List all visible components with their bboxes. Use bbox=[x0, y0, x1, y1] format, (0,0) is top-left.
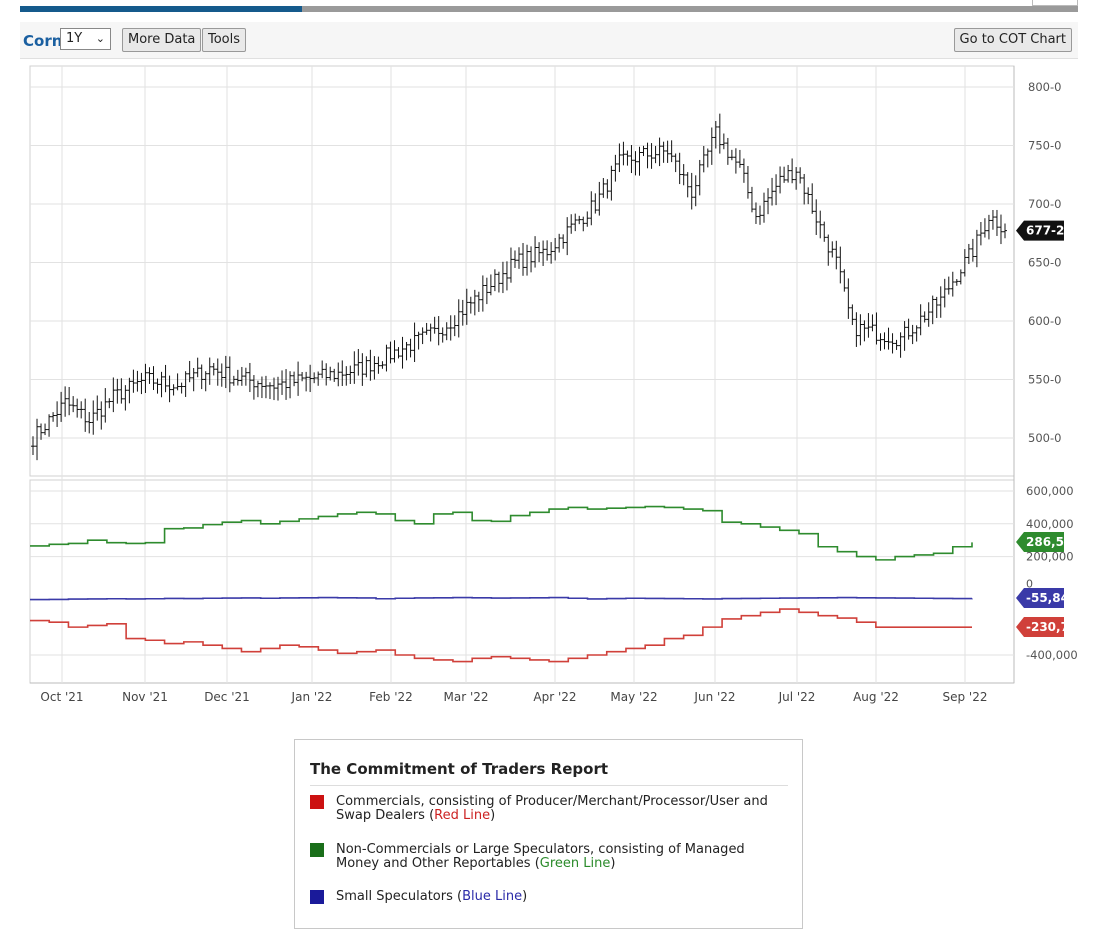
legend-highlight: Green Line bbox=[539, 856, 611, 871]
cot-badge-text: 286,547 bbox=[1026, 535, 1081, 549]
legend-highlight: Blue Line bbox=[462, 889, 523, 904]
period-value: 1Y bbox=[66, 31, 83, 46]
x-tick-label: Oct '21 bbox=[40, 690, 83, 704]
legend-highlight: Red Line bbox=[434, 808, 491, 823]
legend-swatch-red bbox=[310, 795, 324, 809]
price-y-tick-label: 800-0 bbox=[1028, 80, 1061, 94]
price-and-cot-chart[interactable]: Oct '21 Nov '21 Dec '21 Jan '22 Feb '22 Mar '… bbox=[0, 0, 1102, 712]
cot-series-line bbox=[30, 596, 973, 601]
legend-title: The Commitment of Traders Report bbox=[310, 760, 609, 778]
cot-y-tick-label: -400,000 bbox=[1026, 648, 1078, 662]
cot-badge-shape bbox=[1016, 532, 1064, 552]
price-panel-frame bbox=[29, 65, 1015, 477]
last-price-badge: 677-2 bbox=[1016, 220, 1064, 241]
x-tick-label: Nov '21 bbox=[122, 690, 168, 704]
cot-y-tick-label: 200,000 bbox=[1026, 550, 1074, 564]
legend-text: Non-Commercials or Large Speculators, co… bbox=[336, 842, 745, 871]
price-y-tick-label: 600-0 bbox=[1028, 314, 1061, 328]
price-y-tick-label: 500-0 bbox=[1028, 431, 1061, 445]
tools-button[interactable]: Tools bbox=[202, 28, 247, 52]
last-price-badge-shape bbox=[1016, 220, 1064, 241]
cot-y-tick-label: 400,000 bbox=[1026, 517, 1074, 531]
more-data-button[interactable]: More Data bbox=[122, 28, 202, 52]
cot-badge-shape bbox=[1016, 588, 1064, 608]
x-tick-label: Jun '22 bbox=[693, 690, 735, 704]
price-y-tick-label: 550-0 bbox=[1028, 373, 1061, 387]
legend-text: Commercials, consisting of Producer/Merc… bbox=[336, 794, 768, 823]
legend-swatch-green bbox=[310, 843, 324, 857]
page-progress-fill bbox=[20, 6, 303, 12]
cot-legend: The Commitment of Traders Report Commerc… bbox=[294, 739, 803, 929]
legend-swatch-blue bbox=[310, 890, 324, 904]
price-y-tick-label: 650-0 bbox=[1028, 256, 1061, 270]
cot-panel-frame bbox=[29, 479, 1015, 684]
cot-badge-text: -55,845 bbox=[1026, 591, 1077, 605]
cot-zero-label: 0 bbox=[1026, 577, 1033, 590]
x-tick-label: Mar '22 bbox=[443, 690, 488, 704]
cot-badge: -230,702 bbox=[1016, 617, 1086, 637]
cot-chart-button[interactable]: Go to COT Chart bbox=[953, 28, 1072, 52]
cot-badge: -55,845 bbox=[1016, 588, 1077, 608]
x-tick-label: May '22 bbox=[610, 690, 657, 704]
price-y-tick-label: 750-0 bbox=[1028, 139, 1061, 153]
cot-badge: 286,547 bbox=[1016, 532, 1081, 552]
price-y-tick-label: 700-0 bbox=[1028, 197, 1061, 211]
last-price-badge-text: 677-2 bbox=[1026, 224, 1064, 238]
period-select[interactable]: 1Y ⌄ bbox=[60, 28, 111, 50]
price-bars bbox=[31, 113, 1007, 461]
chart-toolbar: Corn 1Y ⌄ More Data Tools Go to COT Char… bbox=[20, 22, 1078, 59]
cot-y-tick-label: 600,000 bbox=[1026, 484, 1074, 498]
x-tick-label: Jul '22 bbox=[778, 690, 816, 704]
chevron-down-icon: ⌄ bbox=[95, 32, 105, 45]
x-tick-label: Jan '22 bbox=[291, 690, 333, 704]
cot-series-line bbox=[30, 608, 972, 663]
x-tick-label: Aug '22 bbox=[853, 690, 899, 704]
x-tick-label: Dec '21 bbox=[204, 690, 250, 704]
x-tick-label: Feb '22 bbox=[369, 690, 413, 704]
cot-series-line bbox=[30, 505, 973, 561]
cot-badge-text: -230,702 bbox=[1026, 620, 1086, 634]
legend-text: Small Speculators ( bbox=[336, 889, 463, 904]
cot-badge-shape bbox=[1016, 617, 1064, 637]
page-progress-bar bbox=[20, 6, 1078, 12]
x-tick-label: Sep '22 bbox=[943, 690, 988, 704]
symbol-label: Corn bbox=[23, 32, 63, 50]
corner-box bbox=[1032, 0, 1078, 6]
x-tick-label: Apr '22 bbox=[533, 690, 576, 704]
legend-divider bbox=[310, 785, 788, 786]
